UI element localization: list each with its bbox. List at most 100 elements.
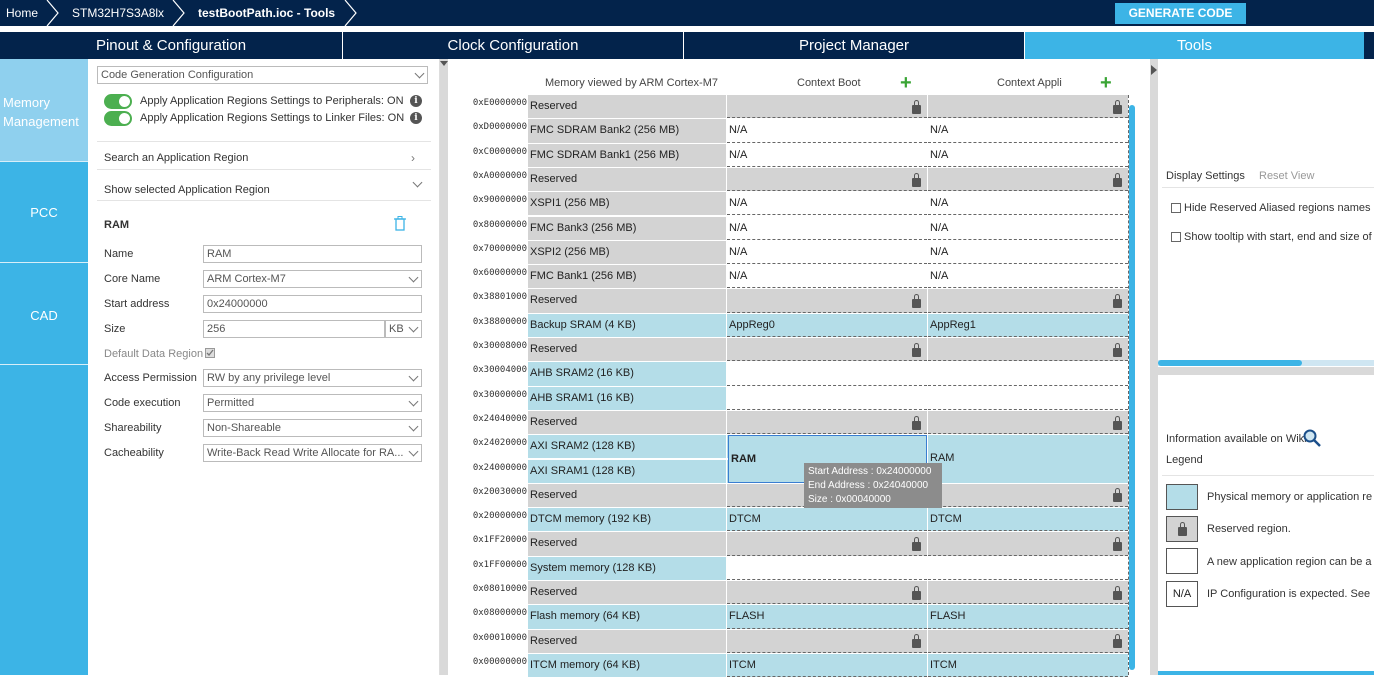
context-boot-cell[interactable] [727, 532, 927, 556]
context-boot-cell[interactable]: N/A [727, 240, 927, 265]
code-generation-dropdown[interactable]: Code Generation Configuration [97, 66, 428, 84]
tab-tools[interactable]: Tools [1025, 32, 1364, 59]
wiki-search-icon[interactable] [1302, 428, 1322, 448]
hide-reserved-checkbox[interactable] [1171, 203, 1181, 213]
context-boot-cell[interactable] [727, 95, 927, 119]
region-name[interactable]: Reserved [528, 483, 726, 508]
region-name[interactable]: DTCM memory (192 KB) [528, 508, 726, 532]
context-boot-cell[interactable] [727, 581, 927, 605]
memory-row[interactable]: Reserved [528, 410, 1128, 435]
context-appli-cell[interactable] [928, 532, 1128, 556]
add-appli-region-icon[interactable]: + [1100, 72, 1112, 94]
context-appli-cell[interactable] [928, 167, 1128, 192]
memory-row[interactable]: XSPI1 (256 MB) N/A N/A [528, 192, 1128, 216]
context-boot-cell[interactable]: AppReg0 [727, 313, 927, 337]
memory-row[interactable]: Reserved [528, 532, 1128, 556]
context-appli-cell[interactable]: N/A [928, 119, 1128, 143]
info-icon[interactable]: i [410, 112, 422, 124]
context-appli-cell[interactable] [928, 386, 1128, 410]
region-name[interactable]: Reserved [528, 410, 726, 435]
context-boot-cell[interactable]: ITCM [727, 653, 927, 677]
context-boot-cell[interactable] [727, 167, 927, 192]
region-name[interactable]: Reserved [528, 95, 726, 119]
context-boot-cell[interactable]: N/A [727, 265, 927, 289]
region-name[interactable]: Reserved [528, 289, 726, 313]
context-appli-cell[interactable]: FLASH [928, 605, 1128, 629]
trash-icon[interactable] [394, 216, 406, 231]
context-appli-cell[interactable] [928, 629, 1128, 653]
region-name[interactable]: AHB SRAM2 (16 KB) [528, 362, 726, 386]
region-name[interactable]: Backup SRAM (4 KB) [528, 313, 726, 337]
context-appli-cell[interactable]: ITCM [928, 653, 1128, 677]
context-appli-cell[interactable] [928, 362, 1128, 386]
context-appli-cell[interactable]: DTCM [928, 508, 1128, 532]
memory-row[interactable]: Flash memory (64 KB) FLASH FLASH [528, 605, 1128, 629]
default-data-region-checkbox[interactable] [205, 348, 215, 358]
context-appli-cell[interactable]: N/A [928, 192, 1128, 216]
collapse-arrow-icon[interactable] [440, 61, 448, 67]
region-name[interactable]: ITCM memory (64 KB) [528, 653, 726, 677]
reset-view-link[interactable]: Reset View [1259, 170, 1315, 182]
context-appli-cell[interactable] [928, 581, 1128, 605]
code-execution-select[interactable]: Permitted [203, 394, 422, 412]
context-appli-cell[interactable]: AppReg1 [928, 313, 1128, 337]
context-appli-cell[interactable]: N/A [928, 216, 1128, 240]
memory-row[interactable]: Reserved [528, 338, 1128, 362]
memory-row[interactable]: DTCM memory (192 KB) DTCM DTCM [528, 508, 1128, 532]
memory-row[interactable]: Backup SRAM (4 KB) AppReg0 AppReg1 [528, 313, 1128, 337]
region-name[interactable]: FMC SDRAM Bank2 (256 MB) [528, 119, 726, 143]
breadcrumb-device[interactable]: STM32H7S3A8lx [72, 6, 165, 20]
context-boot-cell[interactable]: DTCM [727, 508, 927, 532]
left-splitter[interactable] [440, 59, 448, 675]
bottom-scrollbar[interactable] [1158, 671, 1374, 675]
memory-row[interactable]: ITCM memory (64 KB) ITCM ITCM [528, 653, 1128, 677]
memory-row[interactable]: XSPI2 (256 MB) N/A N/A [528, 240, 1128, 265]
context-boot-cell[interactable] [727, 556, 927, 580]
show-selected-region[interactable]: Show selected Application Region [104, 184, 270, 196]
memory-row[interactable]: Reserved [528, 95, 1128, 119]
context-appli-cell[interactable]: N/A [928, 240, 1128, 265]
memory-row[interactable]: Reserved [528, 289, 1128, 313]
region-name[interactable]: FMC Bank1 (256 MB) [528, 265, 726, 289]
memory-row[interactable]: FMC Bank1 (256 MB) N/A N/A [528, 265, 1128, 289]
region-name[interactable]: XSPI1 (256 MB) [528, 192, 726, 216]
memory-row[interactable]: Reserved [528, 629, 1128, 653]
linker-files-toggle[interactable] [104, 111, 132, 126]
size-unit-select[interactable]: KB [385, 320, 422, 338]
memory-row[interactable]: AHB SRAM2 (16 KB) [528, 362, 1128, 386]
cacheability-select[interactable]: Write-Back Read Write Allocate for RA... [203, 444, 422, 462]
region-name[interactable]: Reserved [528, 629, 726, 653]
context-boot-cell[interactable] [727, 338, 927, 362]
add-boot-region-icon[interactable]: + [900, 72, 912, 94]
horizontal-scrollbar[interactable] [1158, 360, 1302, 366]
context-boot-cell[interactable] [727, 362, 927, 386]
region-name[interactable]: AXI SRAM2 (128 KB) [528, 435, 726, 459]
size-input[interactable]: 256 [203, 320, 385, 338]
context-appli-cell[interactable]: N/A [928, 265, 1128, 289]
breadcrumb-home[interactable]: Home [6, 6, 39, 20]
collapse-arrow-icon[interactable] [1150, 65, 1158, 75]
access-permission-select[interactable]: RW by any privilege level [203, 369, 422, 387]
tab-project-manager[interactable]: Project Manager [684, 32, 1025, 59]
context-appli-cell[interactable] [928, 289, 1128, 313]
show-tooltip-checkbox[interactable] [1171, 232, 1181, 242]
context-boot-cell[interactable]: FLASH [727, 605, 927, 629]
context-appli-cell[interactable]: N/A [928, 143, 1128, 167]
chevron-down-icon[interactable] [412, 177, 423, 188]
sidebar-item-cad[interactable]: CAD [30, 308, 58, 323]
memory-row[interactable]: System memory (128 KB) [528, 556, 1128, 580]
core-name-select[interactable]: ARM Cortex-M7 [203, 270, 422, 288]
region-name[interactable]: Reserved [528, 338, 726, 362]
context-appli-cell[interactable] [928, 556, 1128, 580]
chevron-right-icon[interactable]: › [411, 151, 415, 165]
region-name[interactable]: FMC SDRAM Bank1 (256 MB) [528, 143, 726, 167]
region-name[interactable]: AHB SRAM1 (16 KB) [528, 386, 726, 410]
region-name[interactable]: Reserved [528, 581, 726, 605]
vertical-scrollbar[interactable] [1129, 105, 1135, 670]
context-appli-cell[interactable] [928, 95, 1128, 119]
context-boot-cell[interactable] [727, 410, 927, 435]
name-input[interactable]: RAM [203, 245, 422, 263]
context-boot-cell[interactable]: N/A [727, 119, 927, 143]
region-name[interactable]: XSPI2 (256 MB) [528, 240, 726, 265]
memory-row[interactable]: FMC SDRAM Bank1 (256 MB) N/A N/A [528, 143, 1128, 167]
